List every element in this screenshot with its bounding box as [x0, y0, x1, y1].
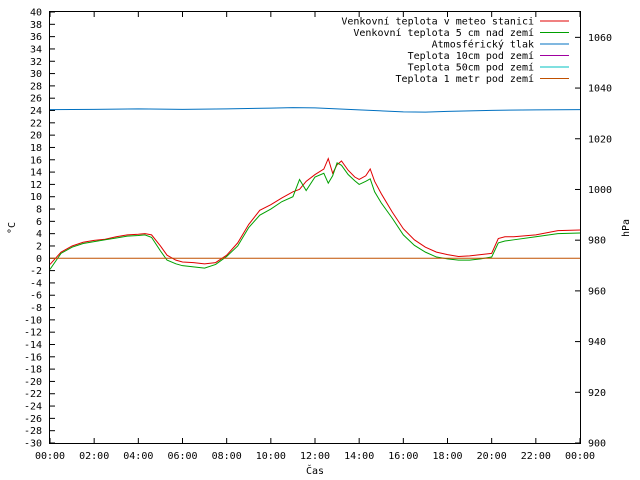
y-left-tick-label: 24: [30, 106, 42, 117]
y-right-tick-label: 1040: [588, 84, 612, 95]
y-left-tick-label: -4: [30, 278, 42, 289]
y-left-tick-label: 14: [30, 168, 42, 179]
x-tick-label: 22:00: [521, 451, 551, 462]
y-left-tick-label: -14: [24, 340, 42, 351]
y-axis-right-title: hPa: [621, 219, 632, 237]
y-right-tick-label: 900: [588, 439, 606, 450]
legend: Venkovní teplota v meteo staniciVenkovní…: [341, 16, 569, 85]
plot-frame-group: [49, 11, 581, 444]
x-tick-label: 04:00: [123, 451, 153, 462]
x-tick-label: 10:00: [256, 451, 286, 462]
x-tick-label: 14:00: [344, 451, 374, 462]
y-left-tick-label: -22: [24, 389, 42, 400]
x-tick-label: 06:00: [167, 451, 197, 462]
series-line-2: [49, 107, 581, 113]
y-left-tick-label: 28: [30, 81, 42, 92]
series-line-0: [49, 157, 581, 265]
y-left-tick-label: -30: [24, 439, 42, 450]
y-left-tick-label: -24: [24, 402, 42, 413]
y-left-tick-label: 32: [30, 57, 42, 68]
x-tick-label: 12:00: [300, 451, 330, 462]
y-left-tick-label: 22: [30, 118, 42, 129]
legend-label: Atmosférický tlak: [432, 39, 534, 51]
y-left-tick-label: 12: [30, 180, 42, 191]
plot-frame: [49, 11, 581, 444]
y-left-tick-label: -8: [30, 303, 42, 314]
y-left-tick-label: 18: [30, 143, 42, 154]
y-axis-right: 1060 1040 1020 1000 980 960 940 920 900: [575, 33, 612, 450]
y-left-tick-label: -20: [24, 377, 42, 388]
y-axis-left: 4038363432302826242220181614121086420-2-…: [24, 8, 55, 450]
legend-label: Venkovní teplota 5 cm nad zemí: [353, 27, 534, 39]
y-left-tick-label: -26: [24, 414, 42, 425]
y-right-tick-label: 940: [588, 337, 606, 348]
x-tick-label: 00:00: [35, 451, 65, 462]
y-right-tick-label: 1000: [588, 185, 612, 196]
y-left-tick-label: -10: [24, 315, 42, 326]
legend-label: Teplota 10cm pod zemí: [408, 50, 534, 62]
y-axis-left-title: °C: [7, 222, 18, 234]
legend-label: Venkovní teplota v meteo stanici: [341, 16, 534, 28]
y-left-tick-label: -18: [24, 365, 42, 376]
x-tick-label: 08:00: [212, 451, 242, 462]
y-left-tick-label: -6: [30, 291, 42, 302]
y-left-tick-label: 34: [30, 44, 42, 55]
y-right-tick-label: 980: [588, 236, 606, 247]
y-left-tick-label: 36: [30, 32, 42, 43]
y-left-tick-label: 20: [30, 131, 42, 142]
series-layer: [49, 107, 581, 270]
x-axis-title: Čas: [306, 464, 324, 477]
y-right-tick-label: 1060: [588, 33, 612, 44]
y-left-tick-label: -16: [24, 352, 42, 363]
y-left-tick-label: 38: [30, 20, 42, 31]
y-left-tick-label: 40: [30, 8, 42, 19]
y-left-tick-label: -2: [30, 266, 42, 277]
y-left-tick-label: 2: [36, 241, 42, 252]
y-left-tick-label: 4: [36, 229, 42, 240]
x-tick-label: 02:00: [79, 451, 109, 462]
y-left-tick-label: 10: [30, 192, 42, 203]
y-right-tick-label: 1020: [588, 134, 612, 145]
y-left-tick-label: 16: [30, 155, 42, 166]
x-axis: 00:00 02:00 04:00 06:00 08:00 10:00 12:00 14:00…: [35, 12, 595, 462]
y-left-tick-label: 0: [36, 254, 42, 265]
series-line-1: [49, 162, 581, 270]
legend-label: Teplota 50cm pod zemí: [408, 62, 534, 74]
y-right-tick-label: 920: [588, 388, 606, 399]
legend-label: Teplota 1 metr pod zemí: [396, 73, 534, 85]
y-left-tick-label: 8: [36, 205, 42, 216]
y-left-tick-label: -28: [24, 426, 42, 437]
y-left-tick-label: 6: [36, 217, 42, 228]
y-left-tick-label: 30: [30, 69, 42, 80]
y-left-tick-label: 26: [30, 94, 42, 105]
y-left-tick-label: -12: [24, 328, 42, 339]
x-tick-label: 16:00: [388, 451, 418, 462]
y-right-tick-label: 960: [588, 286, 606, 297]
x-tick-label: 00:00: [565, 451, 595, 462]
x-tick-label: 18:00: [432, 451, 462, 462]
x-tick-label: 20:00: [477, 451, 507, 462]
